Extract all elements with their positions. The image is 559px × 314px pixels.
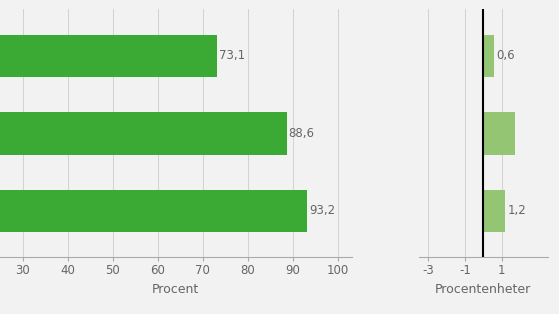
Text: 88,6: 88,6 bbox=[288, 127, 315, 140]
Bar bbox=[0, 190, 307, 232]
Bar bbox=[484, 35, 494, 77]
Bar bbox=[0, 35, 217, 77]
X-axis label: Procentenheter: Procentenheter bbox=[435, 283, 532, 296]
X-axis label: Procent: Procent bbox=[152, 283, 200, 296]
Bar bbox=[0, 112, 287, 155]
Bar bbox=[484, 190, 505, 232]
Text: 0,6: 0,6 bbox=[496, 49, 515, 62]
Bar bbox=[484, 112, 515, 155]
Text: 1,2: 1,2 bbox=[508, 204, 526, 218]
Text: 73,1: 73,1 bbox=[219, 49, 245, 62]
Text: 93,2: 93,2 bbox=[309, 204, 335, 218]
